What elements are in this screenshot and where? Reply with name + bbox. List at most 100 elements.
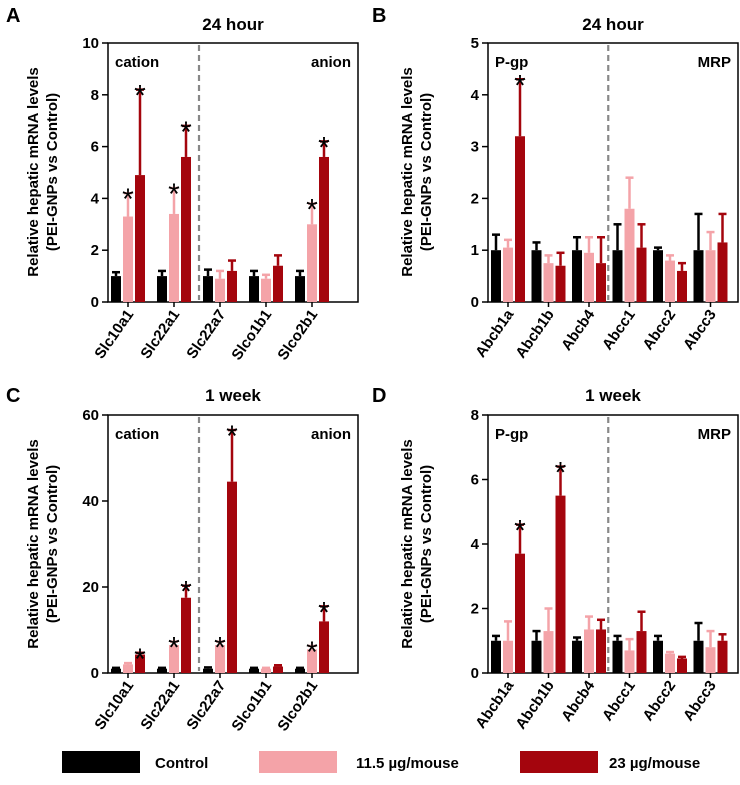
y-tick-label: 0 [471,294,479,311]
bar-mid [665,260,675,302]
significance-star: * [306,194,318,227]
y-tick-label: 6 [471,472,479,489]
bar-mid [624,650,635,673]
y-tick-label: 8 [471,407,479,424]
bar-mid [665,653,675,673]
bar-high [515,136,525,302]
bar-control [157,276,167,302]
bar-high [181,597,191,673]
y-tick-label: 1 [471,242,479,259]
bar-mid [123,664,133,673]
y-axis-label-line-2: (PEI-GNPs vs Control) [418,93,435,251]
x-tick-label: Slco2b1 [274,678,321,735]
y-tick-label: 60 [82,407,99,424]
x-tick-label: Abcc1 [599,678,639,725]
bar-mid [215,278,225,302]
y-axis-label-line-2: (PEI-GNPs vs Control) [418,465,435,623]
x-tick-label: Abcb1a [472,306,517,361]
bar-control [491,250,501,302]
bar-control [111,668,121,673]
y-axis-label-line-2: (PEI-GNPs vs Control) [44,465,61,623]
bar-control [295,276,305,302]
bar-control [572,640,582,673]
y-tick-label: 0 [91,294,99,311]
x-tick-label: Abcb1b [512,307,557,362]
bar-high [135,175,145,302]
y-tick-label: 4 [91,190,100,207]
x-tick-label: Abcc3 [680,307,720,354]
significance-star: * [122,183,134,216]
bar-mid [543,263,554,302]
legend-swatch-mid [259,751,337,773]
y-tick-label: 4 [471,87,480,104]
bar-mid [624,208,635,302]
bar-mid [261,278,271,302]
x-tick-label: Slc10a1 [91,678,137,734]
x-tick-label: Abcb1b [512,678,557,733]
y-tick-label: 10 [82,35,99,52]
bar-high [181,156,191,302]
bar-mid [169,213,179,302]
bar-control [693,640,704,673]
bar-mid [705,647,716,673]
bar-mid [503,247,513,302]
y-axis-label: Relative hepatic mRNA levels (PEI-GNPs vs… [399,439,435,649]
y-axis-label-line-2: (PEI-GNPs vs Control) [44,93,61,251]
y-tick-label: 5 [471,35,479,52]
legend-label-mid: 11.5 µg/mouse [356,755,459,772]
y-axis-label-line-1: Relative hepatic mRNA levels [399,67,416,277]
significance-star: * [180,116,192,149]
bar-control [295,668,305,673]
bar-high [717,640,728,673]
group-label-left: cation [115,426,159,443]
panel-letter: A [6,5,20,27]
x-tick-label: Slco1b1 [228,678,275,735]
y-tick-label: 6 [91,139,99,156]
group-label-right: MRP [698,426,731,443]
bar-control [653,640,663,673]
significance-star: * [555,457,567,490]
bar-control [572,250,582,302]
group-label-right: anion [311,54,351,71]
panel-d: D 1 week Relative hepatic mRNA levels (PEI-… [372,385,739,733]
bar-mid [503,640,513,673]
bar-high [135,654,145,673]
y-tick-label: 20 [82,579,99,596]
bar-mid [307,649,317,673]
bar-control [693,250,704,302]
panel-letter: C [6,385,20,407]
significance-star: * [318,596,330,629]
y-axis-label-line-1: Relative hepatic mRNA levels [25,439,42,649]
y-tick-label: 4 [471,536,480,553]
bar-control [653,250,663,302]
x-tick-label: Slc10a1 [91,307,137,363]
x-tick-label: Slc22a7 [183,307,229,363]
group-label-left: cation [115,54,159,71]
bar-high [515,553,525,673]
significance-star: * [226,420,238,453]
x-tick-label: Slco2b1 [274,307,321,364]
bar-high [555,495,566,673]
bar-high [677,658,687,673]
y-tick-label: 0 [91,665,99,682]
significance-star: * [134,643,146,676]
legend: Control 11.5 µg/mouse 23 µg/mouse [62,751,700,773]
bar-mid [215,645,225,673]
bar-high [636,247,647,302]
bar-high [555,265,566,302]
bar-control [203,276,213,302]
x-tick-label: Slco1b1 [228,307,275,364]
bar-mid [169,645,179,673]
panel-letter: D [372,385,386,407]
y-tick-label: 2 [91,242,99,259]
bar-control [249,276,259,302]
bar-mid [705,250,716,302]
bar-high [273,265,283,302]
bar-control [612,640,623,673]
y-tick-label: 40 [82,493,99,510]
y-axis-label-line-1: Relative hepatic mRNA levels [25,67,42,277]
bar-control [203,668,213,673]
legend-label-control: Control [155,755,208,772]
bar-control [612,250,623,302]
